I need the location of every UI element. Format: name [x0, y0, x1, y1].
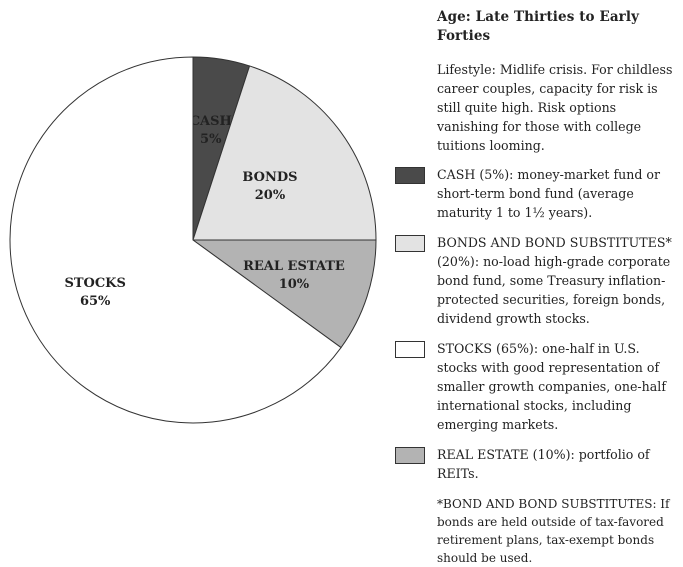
slice-label-bonds: BONDS: [242, 170, 297, 185]
allocation-panel: Age: Late Thirties to Early Forties Life…: [395, 8, 677, 567]
slice-label-stocks: STOCKS: [64, 276, 125, 291]
slice-label-cash: CASH: [190, 114, 232, 129]
slice-value-real-estate: 10%: [279, 277, 310, 292]
footnote: *BOND AND BOND SUBSTITUTES: If bonds are…: [437, 497, 670, 565]
legend-item-stocks: STOCKS (65%): one-half in U.S. stocks wi…: [395, 339, 677, 434]
pie-chart: CASH 5% BONDS 20% REAL ESTATE 10% STOCKS 65%: [9, 56, 377, 424]
legend-item-cash: CASH (5%): money-market fund or short-te…: [395, 165, 677, 222]
slice-label-real-estate: REAL ESTATE: [243, 259, 345, 274]
legend-swatch-real-estate: [395, 447, 425, 464]
legend-item-real-estate: REAL ESTATE (10%): portfolio of REITs.: [395, 445, 677, 483]
legend-text-bonds: BONDS AND BOND SUBSTITUTES* (20%): no-lo…: [437, 235, 672, 326]
pie-slice-stocks: [9, 56, 342, 424]
legend-text-stocks: STOCKS (65%): one-half in U.S. stocks wi…: [437, 341, 666, 432]
legend-item-bonds: BONDS AND BOND SUBSTITUTES* (20%): no-lo…: [395, 233, 677, 328]
pie-chart-svg: CASH 5% BONDS 20% REAL ESTATE 10% STOCKS 65%: [9, 56, 377, 424]
slice-value-stocks: 65%: [80, 294, 111, 309]
pie-slice-real-estate: [191, 239, 377, 349]
panel-title: Age: Late Thirties to Early Forties: [437, 9, 640, 44]
legend-text-real-estate: REAL ESTATE (10%): portfolio of REITs.: [437, 447, 650, 481]
legend-swatch-bonds: [395, 235, 425, 252]
lifestyle-text: Lifestyle: Midlife crisis. For childless…: [437, 62, 673, 153]
pie-slice-bonds: [192, 65, 377, 241]
legend-swatch-cash: [395, 167, 425, 184]
legend-swatch-stocks: [395, 341, 425, 358]
legend-text-cash: CASH (5%): money-market fund or short-te…: [437, 167, 661, 220]
slice-value-bonds: 20%: [255, 188, 286, 203]
slice-value-cash: 5%: [200, 132, 222, 147]
